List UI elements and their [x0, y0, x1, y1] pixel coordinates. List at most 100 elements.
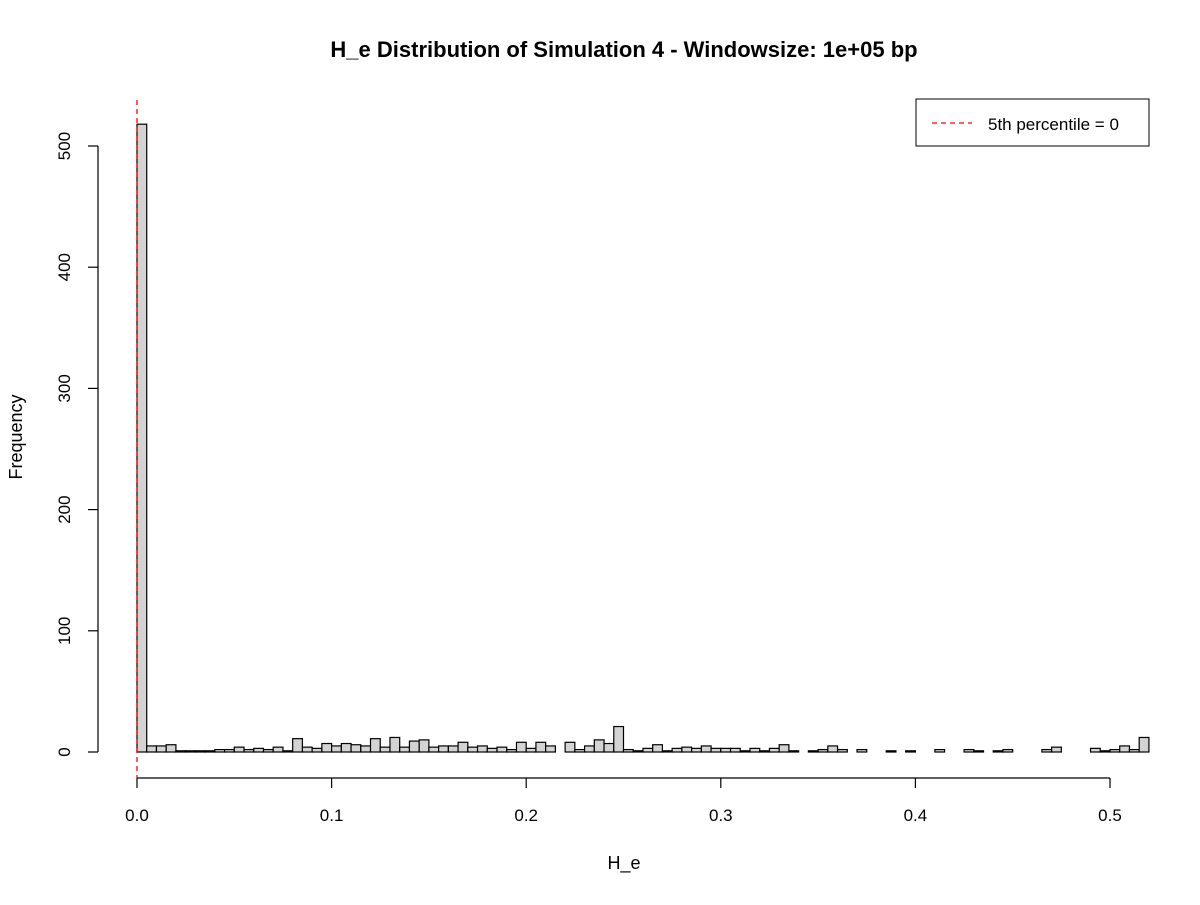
histogram-bar — [272, 746, 284, 753]
x-axis: 0.0 0.1 0.2 0.3 0.4 0.5 — [125, 777, 1122, 825]
histogram-bar — [1051, 746, 1062, 753]
x-tick-label: 0.4 — [904, 806, 928, 825]
histogram-bar — [710, 747, 722, 753]
histogram-bar — [963, 748, 975, 753]
histogram-bar — [292, 738, 304, 753]
histogram-bar — [438, 745, 449, 753]
histogram-bar — [583, 745, 595, 753]
histogram-bar — [739, 750, 751, 753]
histogram-bar — [807, 750, 819, 753]
y-tick-label: 500 — [55, 132, 74, 160]
histogram-bar — [632, 750, 644, 753]
histogram-bar — [146, 745, 158, 753]
histogram-bar — [233, 746, 245, 753]
histogram-bar — [399, 746, 411, 753]
histogram-bar — [194, 750, 206, 753]
histogram-bar — [476, 745, 488, 753]
x-tick-label: 0.0 — [125, 806, 149, 825]
histogram-bar — [749, 747, 761, 753]
histogram-bar — [496, 746, 508, 753]
histogram-bar — [729, 747, 741, 753]
x-tick-label: 0.1 — [320, 806, 344, 825]
histogram-bar — [856, 748, 868, 753]
histogram-bar — [175, 750, 187, 753]
histogram-bar — [204, 750, 216, 753]
histogram-bar — [720, 747, 732, 753]
histogram-bar — [389, 736, 401, 753]
histogram-bar — [1138, 736, 1150, 753]
histogram-bars — [136, 123, 1150, 753]
histogram-bar — [418, 739, 430, 753]
histogram-bar — [379, 746, 391, 753]
histogram-bar — [613, 725, 625, 753]
histogram-bar — [331, 745, 342, 753]
histogram-bar — [408, 740, 420, 753]
histogram-bar — [1109, 748, 1121, 753]
histogram-bar — [223, 748, 235, 753]
histogram-bar — [545, 745, 556, 753]
histogram-bar — [447, 745, 459, 753]
histogram-bar — [652, 744, 664, 753]
histogram-bar — [1089, 747, 1101, 753]
histogram-bar — [622, 748, 634, 753]
histogram-bar — [321, 742, 333, 753]
y-tick-label: 200 — [55, 495, 74, 523]
histogram-bar — [155, 745, 167, 753]
histogram-bar — [671, 747, 683, 753]
y-tick-label: 300 — [55, 374, 74, 402]
histogram-bar — [360, 745, 372, 753]
histogram-bar — [301, 746, 313, 753]
histogram-bar — [768, 747, 780, 753]
legend-entry-label: 5th percentile = 0 — [988, 115, 1119, 134]
histogram-bar — [691, 747, 702, 753]
histogram-bar — [603, 742, 615, 753]
histogram-bar — [350, 744, 362, 753]
histogram-bar — [934, 748, 946, 753]
histogram-bar — [282, 750, 294, 753]
histogram-bar — [593, 739, 605, 753]
histogram-bar — [340, 742, 352, 753]
x-axis-label: H_e — [607, 853, 640, 874]
histogram-bar — [836, 748, 848, 753]
histogram-bar — [136, 123, 148, 753]
histogram-bar — [1119, 745, 1131, 753]
histogram-bar — [165, 744, 177, 753]
histogram-bar — [262, 748, 274, 753]
histogram-bar — [1041, 748, 1053, 753]
x-tick-label: 0.3 — [709, 806, 733, 825]
histogram-bar — [486, 747, 498, 753]
y-tick-label: 400 — [55, 253, 74, 281]
histogram-bar — [681, 746, 693, 753]
y-tick-label: 100 — [55, 617, 74, 645]
legend: 5th percentile = 0 — [915, 98, 1150, 147]
histogram-bar — [185, 750, 196, 753]
histogram-bar — [535, 741, 547, 753]
histogram-bar — [574, 748, 586, 753]
histogram-bar — [642, 747, 654, 753]
histogram-bar — [817, 748, 829, 753]
histogram-bar — [973, 750, 985, 753]
histogram-bar — [214, 748, 226, 753]
histogram-bar — [369, 738, 381, 753]
x-tick-label: 0.2 — [514, 806, 538, 825]
y-tick-label: 0 — [55, 747, 74, 756]
histogram-bar — [992, 750, 1004, 753]
histogram-bar — [457, 741, 469, 753]
histogram-bar — [759, 750, 771, 753]
histogram-bar — [1128, 748, 1140, 753]
histogram-bar — [515, 741, 527, 753]
histogram-bar — [905, 750, 916, 753]
x-tick-label: 0.5 — [1098, 806, 1122, 825]
y-axis-label: Frequency — [6, 394, 26, 479]
histogram-bar — [778, 744, 790, 753]
chart-title: H_e Distribution of Simulation 4 - Windo… — [330, 37, 917, 62]
histogram-bar — [506, 748, 518, 753]
y-axis: 0 100 200 300 400 500 — [55, 132, 99, 757]
histogram-bar — [788, 750, 800, 753]
histogram-bar — [467, 746, 479, 753]
histogram-bar — [827, 745, 839, 753]
histogram-bar — [428, 746, 440, 753]
histogram-bar — [564, 741, 576, 753]
histogram-bar — [700, 745, 712, 753]
